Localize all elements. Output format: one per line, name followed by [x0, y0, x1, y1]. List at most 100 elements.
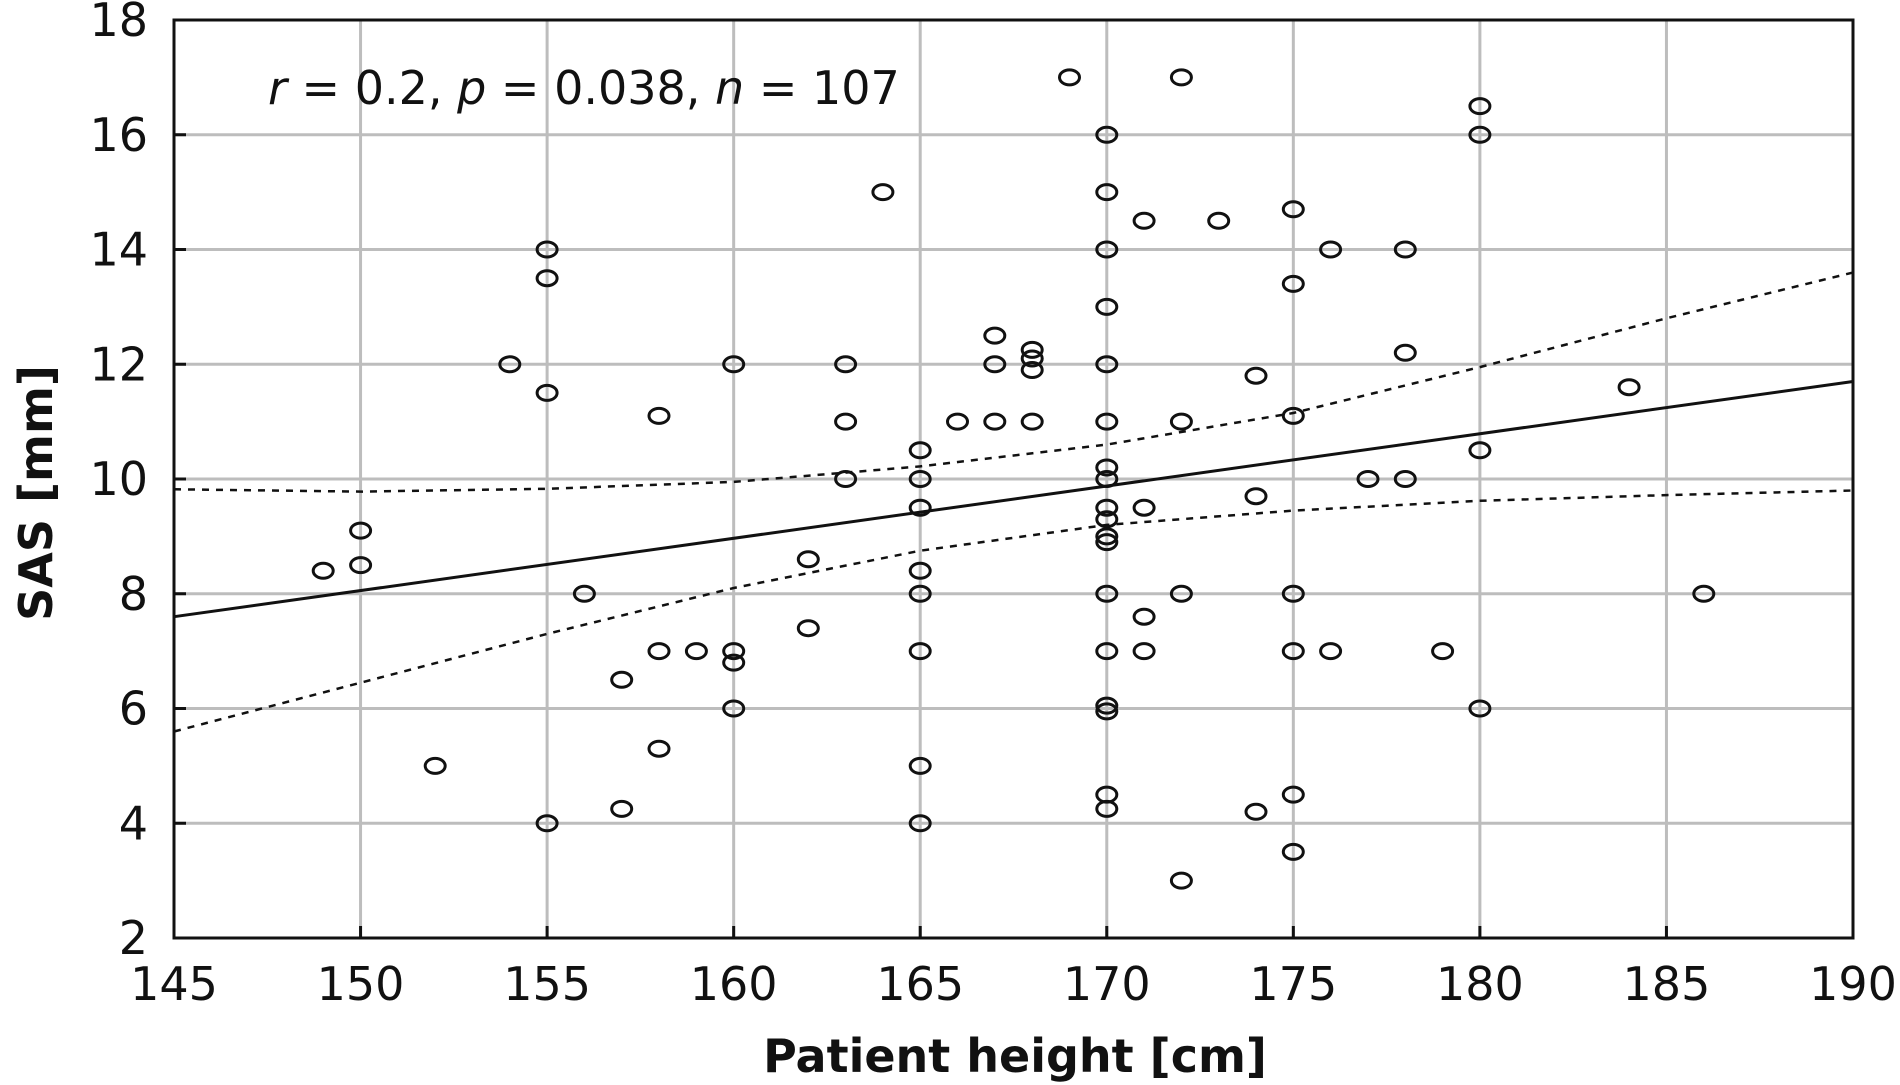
data-points [311, 68, 1716, 890]
data-point [1393, 470, 1417, 488]
data-point [908, 814, 932, 833]
x-tick-label: 150 [317, 957, 405, 1011]
data-point [1468, 125, 1492, 144]
data-point [1281, 200, 1305, 219]
confidence-lower-line [173, 489, 1854, 733]
data-point [1132, 211, 1156, 230]
data-point [983, 412, 1007, 431]
data-point [908, 498, 932, 517]
data-point [1095, 584, 1119, 603]
confidence-upper-line [173, 271, 1854, 493]
data-point [349, 556, 373, 575]
y-tick-label: 4 [119, 796, 148, 850]
stats-annotation: r = 0.2, p = 0.038, n = 107 [268, 61, 900, 115]
data-point [1132, 607, 1156, 626]
x-tick-label: 180 [1436, 957, 1524, 1011]
y-axis-title: SAS [mm] [9, 365, 63, 621]
data-point [1281, 274, 1305, 293]
data-point [983, 355, 1007, 374]
data-point [1095, 498, 1119, 517]
data-point [1095, 183, 1119, 202]
data-point [908, 584, 932, 603]
regression-line [173, 380, 1854, 619]
data-point [1281, 785, 1305, 804]
data-point [1169, 584, 1193, 603]
data-point [1244, 366, 1268, 385]
data-point [1095, 702, 1119, 721]
data-point [535, 383, 559, 402]
data-point [684, 642, 708, 661]
data-point [610, 670, 634, 689]
x-tick-label: 160 [690, 957, 778, 1011]
data-point [1281, 584, 1305, 603]
data-point [1244, 802, 1268, 821]
data-point [1095, 510, 1119, 529]
data-point [1468, 441, 1492, 460]
data-point [983, 326, 1007, 345]
data-point [1468, 699, 1492, 718]
data-point [1132, 498, 1156, 517]
y-tick-label: 6 [119, 682, 148, 736]
data-point [1319, 642, 1343, 661]
data-point [1095, 125, 1119, 144]
data-point [311, 561, 335, 580]
axes: 145 150 155 160 165 170 175 180 185 190 2 4 6 8 10 12 14… [89, 0, 1896, 1011]
data-point [1020, 361, 1044, 379]
data-point [796, 619, 820, 638]
data-point [834, 412, 858, 431]
data-point [1281, 642, 1305, 661]
n-symbol: n [715, 61, 744, 115]
data-point [946, 412, 969, 431]
data-point [572, 584, 596, 603]
p-value: = 0.038, [486, 61, 715, 115]
data-point [834, 355, 858, 374]
x-tick-label: 165 [876, 957, 964, 1011]
data-point [1020, 349, 1044, 368]
data-point [535, 240, 559, 259]
data-point [1169, 871, 1193, 890]
x-tick-label: 175 [1249, 957, 1337, 1011]
y-tick-label: 2 [119, 911, 148, 965]
n-value: = 107 [744, 61, 900, 115]
data-point [498, 355, 522, 374]
data-point [1617, 378, 1641, 397]
data-point [1095, 527, 1119, 546]
data-point [871, 183, 895, 202]
data-point [908, 561, 932, 580]
data-point [1095, 470, 1119, 488]
data-point [908, 642, 932, 661]
x-tick-label: 185 [1623, 957, 1711, 1011]
confidence-band [173, 271, 1854, 733]
data-point [1169, 68, 1193, 87]
data-point [908, 756, 932, 775]
data-point [1095, 696, 1119, 715]
data-point [1207, 211, 1231, 230]
data-point [1095, 355, 1119, 374]
data-point [1356, 470, 1380, 488]
data-point [647, 642, 671, 661]
x-axis-title: Patient height [cm] [763, 1029, 1267, 1083]
y-tick-label: 12 [89, 337, 148, 391]
data-point [1281, 842, 1305, 861]
data-point [423, 756, 447, 775]
data-point [1319, 240, 1343, 259]
data-point [1281, 406, 1305, 425]
y-tick-label: 14 [89, 223, 148, 277]
data-point [1169, 412, 1193, 431]
x-tick-label: 190 [1809, 957, 1897, 1011]
data-point [1095, 642, 1119, 661]
data-point [1244, 487, 1268, 506]
data-point [1692, 584, 1716, 603]
data-point [722, 699, 746, 718]
data-point [908, 470, 932, 488]
x-tick-label: 170 [1063, 957, 1151, 1011]
y-tick-label: 16 [89, 108, 148, 162]
data-point [349, 521, 373, 540]
y-tick-label: 10 [89, 452, 148, 506]
data-point [1393, 343, 1417, 362]
y-tick-label: 18 [89, 0, 148, 47]
data-point [1095, 297, 1119, 316]
data-point [1431, 642, 1455, 661]
data-point [1132, 642, 1156, 661]
data-point [535, 269, 559, 288]
